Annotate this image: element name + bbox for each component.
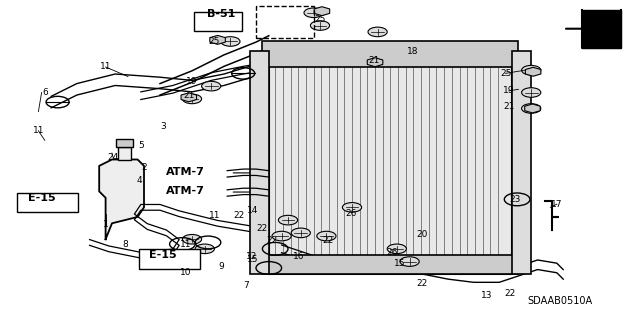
Text: 12: 12 [246,252,257,261]
Text: Fr.: Fr. [590,29,607,41]
Circle shape [182,234,202,244]
Text: 21: 21 [503,102,515,111]
Text: 13: 13 [481,291,492,300]
Polygon shape [367,58,383,67]
Polygon shape [250,51,269,274]
Circle shape [317,231,336,241]
Polygon shape [99,160,144,239]
Circle shape [182,94,202,104]
Polygon shape [262,255,518,274]
Text: 22: 22 [417,279,428,288]
Circle shape [522,65,541,75]
FancyBboxPatch shape [194,12,242,31]
Polygon shape [314,7,330,16]
Text: 10: 10 [180,268,191,277]
Text: 11: 11 [209,211,220,220]
Circle shape [522,88,541,97]
Text: 25: 25 [314,15,326,24]
Text: 9: 9 [218,262,223,271]
Circle shape [291,228,310,238]
FancyBboxPatch shape [139,249,200,269]
Circle shape [387,244,406,254]
Text: 6: 6 [42,88,47,97]
Circle shape [278,215,298,225]
Bar [116,139,133,147]
Polygon shape [269,51,512,274]
Text: 16: 16 [293,252,305,261]
Text: 24: 24 [108,153,119,162]
Text: 3: 3 [161,122,166,130]
Text: 22: 22 [257,224,268,233]
Circle shape [400,257,419,266]
Text: 25: 25 [209,37,220,46]
Text: 26: 26 [345,209,356,218]
Polygon shape [525,67,541,76]
Bar [118,147,131,160]
Polygon shape [181,93,196,102]
Circle shape [202,81,221,91]
Text: SDAAB0510A: SDAAB0510A [527,296,593,307]
Text: 11: 11 [100,63,111,71]
Text: 2: 2 [141,163,147,172]
Circle shape [522,104,541,113]
Text: 26: 26 [386,248,397,256]
Text: 22: 22 [504,289,516,298]
Text: 1: 1 [103,220,108,229]
Text: 19: 19 [503,86,515,95]
Text: ATM-7: ATM-7 [166,167,205,177]
Text: 21: 21 [369,56,380,65]
Text: E-15: E-15 [149,250,177,260]
Text: 15: 15 [247,256,259,264]
Circle shape [195,244,214,254]
Text: 25: 25 [500,69,511,78]
Polygon shape [210,35,225,44]
Circle shape [368,27,387,37]
Text: 21: 21 [184,91,195,100]
Text: 19: 19 [186,77,198,86]
Circle shape [272,231,291,241]
Circle shape [342,203,362,212]
Text: 11: 11 [33,126,44,135]
Text: 11: 11 [180,240,191,249]
Text: 4: 4 [137,176,142,185]
Text: ATM-7: ATM-7 [166,186,205,197]
Text: E-15: E-15 [28,193,56,203]
Polygon shape [525,104,540,113]
Text: 14: 14 [247,206,259,215]
Text: 23: 23 [509,195,521,204]
Text: 7: 7 [244,281,249,290]
Circle shape [310,21,330,30]
Text: B-51: B-51 [207,9,235,19]
Text: 20: 20 [417,230,428,239]
Bar [256,6,314,38]
Text: 18: 18 [407,47,419,56]
FancyBboxPatch shape [17,193,78,212]
Text: 22: 22 [266,236,278,245]
Polygon shape [512,51,531,274]
Circle shape [304,8,323,18]
Polygon shape [582,10,621,48]
Text: 8: 8 [122,240,127,249]
Circle shape [221,37,240,46]
Text: 15: 15 [394,259,406,268]
Polygon shape [262,41,518,67]
Text: 5: 5 [138,141,143,150]
Text: 22: 22 [323,236,334,245]
Text: 22: 22 [233,211,244,220]
Text: 17: 17 [551,200,563,209]
